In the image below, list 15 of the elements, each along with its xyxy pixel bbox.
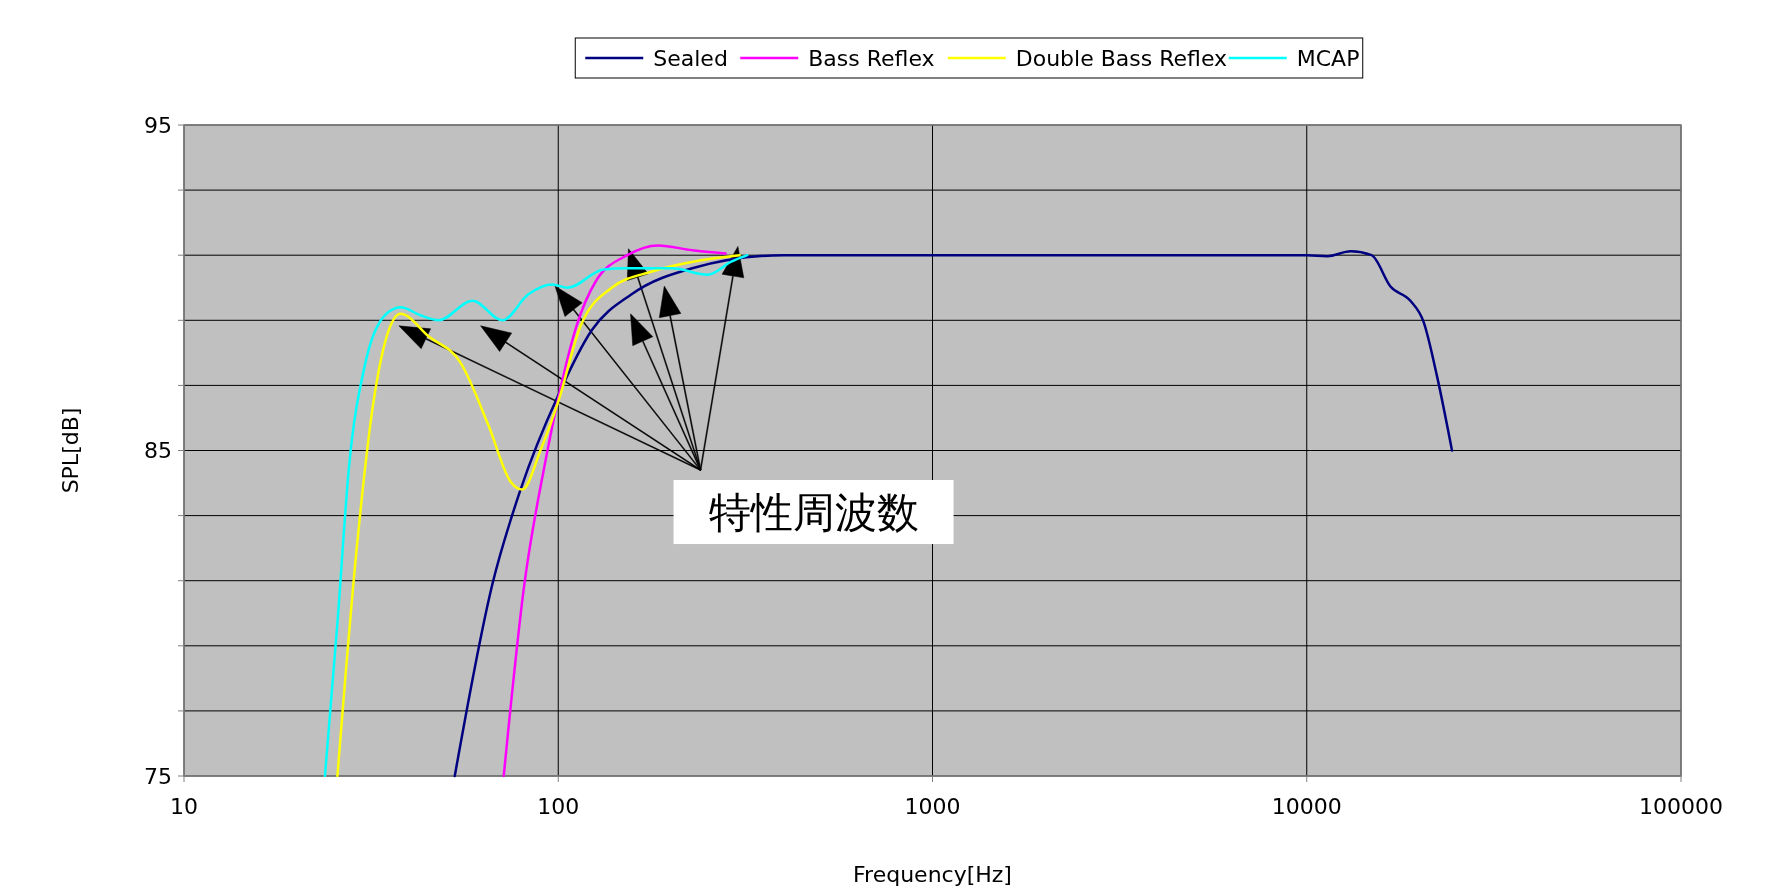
legend-label: Double Bass Reflex — [1015, 45, 1228, 71]
legend-label: Bass Reflex — [808, 45, 935, 71]
x-tick-label: 1000 — [904, 794, 961, 819]
x-tick-label: 100 — [537, 794, 580, 819]
x-axis-title: Frequency[Hz] — [853, 862, 1012, 887]
y-tick-label: 75 — [144, 763, 172, 789]
x-tick-label: 100000 — [1639, 794, 1723, 819]
y-tick-label: 85 — [144, 438, 172, 464]
legend-label: MCAP — [1296, 45, 1360, 71]
annotation: 特性周波数 — [708, 488, 919, 538]
x-tick-label: 10 — [170, 794, 198, 819]
y-axis-title: SPL[dB] — [58, 407, 83, 494]
legend-label: Sealed — [653, 45, 728, 71]
y-tick-label: 95 — [144, 112, 172, 138]
x-tick-label: 10000 — [1271, 794, 1342, 819]
